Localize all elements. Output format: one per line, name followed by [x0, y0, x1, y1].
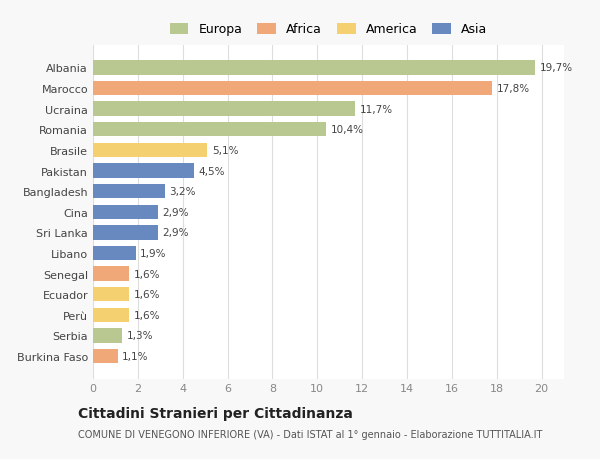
Text: 4,5%: 4,5% — [199, 166, 225, 176]
Text: 2,9%: 2,9% — [163, 228, 189, 238]
Legend: Europa, Africa, America, Asia: Europa, Africa, America, Asia — [170, 23, 487, 36]
Bar — [93, 143, 208, 158]
Bar — [93, 164, 194, 179]
Text: 11,7%: 11,7% — [360, 104, 393, 114]
Bar — [93, 61, 535, 75]
Text: COMUNE DI VENEGONO INFERIORE (VA) - Dati ISTAT al 1° gennaio - Elaborazione TUTT: COMUNE DI VENEGONO INFERIORE (VA) - Dati… — [78, 429, 542, 439]
Bar — [93, 205, 158, 219]
Text: 17,8%: 17,8% — [497, 84, 530, 94]
Text: 1,3%: 1,3% — [127, 331, 153, 341]
Text: 19,7%: 19,7% — [539, 63, 572, 73]
Text: 1,1%: 1,1% — [122, 351, 149, 361]
Bar — [93, 329, 122, 343]
Bar — [93, 123, 326, 137]
Bar — [93, 349, 118, 364]
Bar — [93, 82, 492, 96]
Text: 2,9%: 2,9% — [163, 207, 189, 217]
Bar — [93, 246, 136, 261]
Text: 1,6%: 1,6% — [133, 290, 160, 300]
Bar — [93, 267, 129, 281]
Text: 1,6%: 1,6% — [133, 269, 160, 279]
Text: 3,2%: 3,2% — [169, 187, 196, 197]
Text: Cittadini Stranieri per Cittadinanza: Cittadini Stranieri per Cittadinanza — [78, 406, 353, 420]
Text: 1,9%: 1,9% — [140, 248, 167, 258]
Text: 10,4%: 10,4% — [331, 125, 364, 135]
Bar — [93, 287, 129, 302]
Bar — [93, 185, 165, 199]
Text: 5,1%: 5,1% — [212, 146, 238, 156]
Bar — [93, 308, 129, 322]
Bar — [93, 226, 158, 240]
Bar — [93, 102, 355, 117]
Text: 1,6%: 1,6% — [133, 310, 160, 320]
